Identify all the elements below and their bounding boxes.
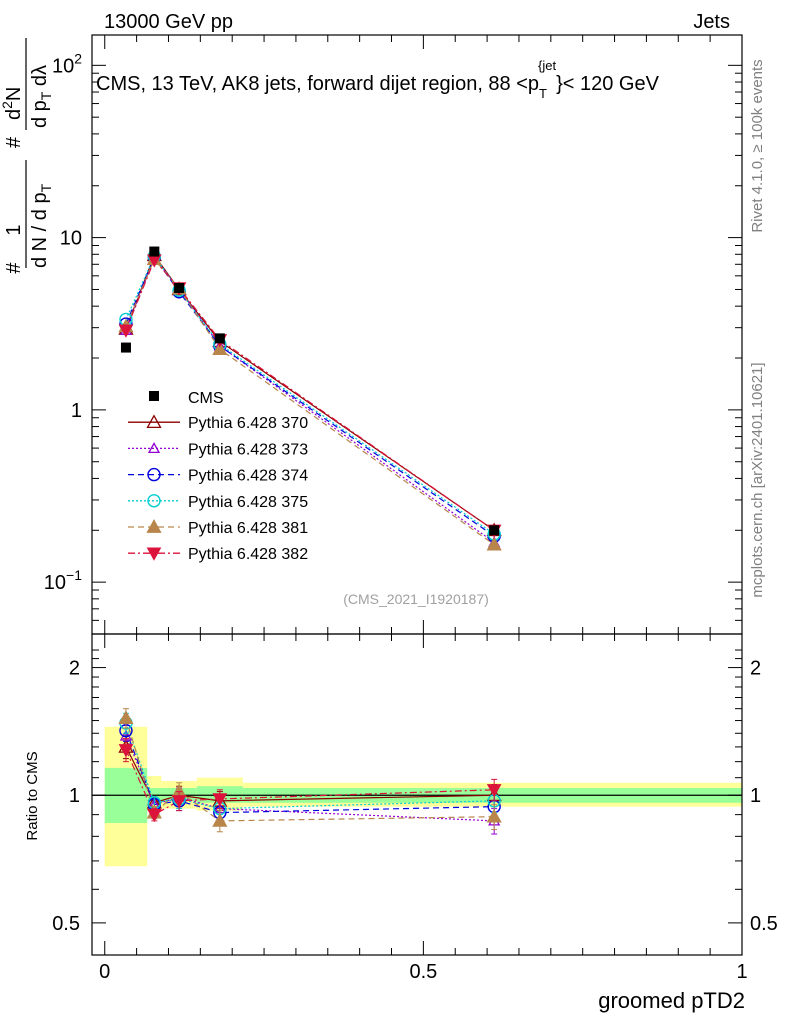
ratio-series-point	[146, 808, 162, 823]
ratio-y-tick-label: 1	[69, 785, 80, 807]
x-axis-label: groomed pTD2	[598, 988, 745, 1013]
axes-ticks: 10−1 1 10 102 0.5 0.5 1 1 2 2 0 0.5 1	[44, 35, 778, 983]
main-y-tick-label: 10	[60, 228, 82, 250]
main-series-line	[125, 259, 495, 531]
data-point-cms	[489, 525, 500, 536]
legend-label: Pythia 6.428 373	[188, 441, 308, 458]
ratio-y-tick-label-right: 0.5	[750, 913, 778, 935]
header-left: 13000 GeV pp	[104, 11, 233, 33]
side-text-rivet: Rivet 4.1.0, ≥ 100k events	[749, 59, 766, 232]
legend-marker	[146, 414, 162, 429]
ratio-series-point	[212, 813, 228, 827]
ratio-ylabel: Ratio to CMS	[24, 751, 41, 840]
data-point-cms	[120, 342, 131, 353]
main-plot-series	[118, 246, 502, 551]
ratio-series-point	[486, 808, 502, 823]
axes-frames	[91, 34, 743, 956]
svg-text:d2N: d2N	[0, 87, 25, 120]
main-ylabel: # 1 d N / d pT # d2N d pT dλ	[0, 38, 54, 274]
legend-label: Pythia 6.428 374	[188, 468, 308, 485]
plot-title: CMS, 13 TeV, AK8 jets, forward dijet reg…	[96, 58, 660, 101]
svg-text:d pT dλ: d pT dλ	[29, 65, 54, 128]
data-point-cms	[214, 333, 225, 344]
legend-marker	[147, 467, 161, 482]
main-y-tick-label: 1	[71, 400, 82, 422]
legend-label: Pythia 6.428 381	[188, 520, 308, 537]
legend-marker-cms	[149, 391, 159, 401]
main-series-line	[125, 256, 495, 543]
svg-text:#: #	[3, 136, 25, 148]
header-right: Jets	[693, 11, 730, 33]
data-point-cms	[174, 282, 185, 293]
legend: CMS Pythia 6.428 370 Pythia 6.428 373 Pythi…	[128, 390, 308, 563]
x-tick-label: 0	[99, 961, 110, 983]
svg-text:#: #	[3, 262, 25, 274]
legend-label-cms: CMS	[188, 390, 224, 407]
main-series-point	[118, 324, 134, 338]
ratio-y-tick-label: 0.5	[52, 913, 80, 935]
ratio-series-point	[171, 795, 187, 809]
ratio-series-point	[486, 784, 502, 798]
x-tick-label: 0.5	[409, 961, 437, 983]
legend-marker	[147, 442, 161, 454]
legend-label: Pythia 6.428 382	[188, 546, 308, 563]
svg-text:d N / d pT: d N / d pT	[29, 183, 54, 268]
legend-label: Pythia 6.428 375	[188, 494, 308, 511]
ratio-plot-series	[118, 708, 502, 835]
analysis-tag: (CMS_2021_I1920187)	[343, 591, 489, 607]
ratio-series-point	[118, 744, 134, 758]
ratio-series-point	[212, 793, 228, 807]
ratio-y-tick-label: 2	[69, 658, 80, 680]
main-series-line	[125, 255, 495, 537]
data-point-cms	[149, 246, 160, 257]
side-text-mcplots: mcplots.cern.ch [arXiv:2401.10621]	[749, 362, 766, 597]
ratio-series-line	[125, 749, 495, 816]
legend-marker	[146, 547, 162, 561]
main-series-point	[212, 341, 228, 356]
x-tick-label: 1	[736, 961, 747, 983]
svg-text:1: 1	[3, 224, 25, 235]
main-y-tick-label: 10−1	[44, 567, 82, 594]
main-series-point	[486, 536, 502, 551]
legend-label: Pythia 6.428 370	[188, 415, 308, 432]
ratio-y-tick-label-right: 1	[750, 785, 761, 807]
ratio-series-point	[118, 710, 134, 724]
ratio-plot-frame	[91, 633, 743, 956]
ratio-y-tick-label-right: 2	[750, 658, 761, 680]
main-y-tick-label: 102	[52, 50, 82, 77]
legend-marker	[146, 519, 162, 533]
legend-marker	[147, 494, 161, 508]
main-plot-frame	[91, 34, 743, 635]
